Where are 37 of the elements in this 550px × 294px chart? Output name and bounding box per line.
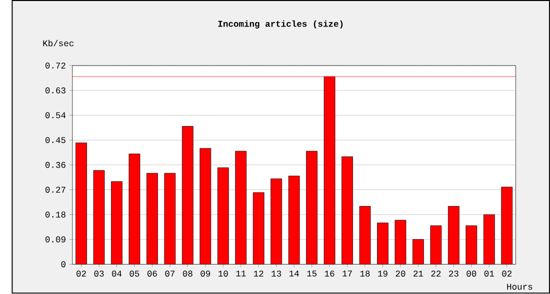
- y-tick-label: 0.54: [45, 112, 66, 118]
- x-tick-label: 12: [254, 270, 264, 277]
- y-tick-label: 0.09: [45, 236, 66, 243]
- y-tick-label: 0.18: [45, 212, 66, 218]
- y-axis-title: Kb/sec: [43, 40, 74, 46]
- x-tick-label: 17: [342, 270, 352, 277]
- x-tick-label: 10: [218, 270, 228, 277]
- x-tick-label: 00: [466, 270, 476, 277]
- x-tick-label: 22: [431, 270, 441, 277]
- x-axis-title: Hours: [507, 284, 532, 290]
- x-tick-label: 13: [272, 270, 282, 277]
- y-tick-label: 0.45: [45, 137, 66, 144]
- x-tick-label: 18: [360, 270, 370, 277]
- x-tick-label: 04: [112, 270, 122, 277]
- x-tick-label: 21: [414, 270, 424, 277]
- x-tick-label: 05: [130, 270, 140, 277]
- x-tick-label: 02: [76, 270, 86, 277]
- x-tick-label: 19: [378, 270, 388, 277]
- x-tick-label: 02: [502, 270, 512, 277]
- y-tick-label: 0.27: [45, 186, 66, 193]
- x-tick-label: 09: [200, 270, 210, 277]
- x-tick-label: 01: [484, 270, 494, 277]
- x-tick-label: 03: [94, 270, 104, 277]
- x-tick-label: 20: [396, 270, 406, 277]
- y-tick-label: 0: [61, 261, 66, 268]
- x-tick-label: 23: [449, 270, 458, 277]
- y-tick-label: 0.63: [45, 88, 66, 94]
- x-tick-label: 08: [182, 270, 192, 277]
- y-tick-label: 0.36: [45, 162, 66, 168]
- x-tick-label: 07: [165, 270, 175, 277]
- x-tick-label: 16: [324, 270, 334, 277]
- y-tick-label: 0.72: [45, 62, 66, 69]
- x-tick-label: 11: [236, 270, 246, 277]
- x-tick-label: 15: [307, 270, 317, 277]
- x-tick-label: 14: [289, 270, 299, 277]
- chart-title: Incoming articles (size): [218, 20, 343, 29]
- x-tick-label: 06: [147, 270, 157, 277]
